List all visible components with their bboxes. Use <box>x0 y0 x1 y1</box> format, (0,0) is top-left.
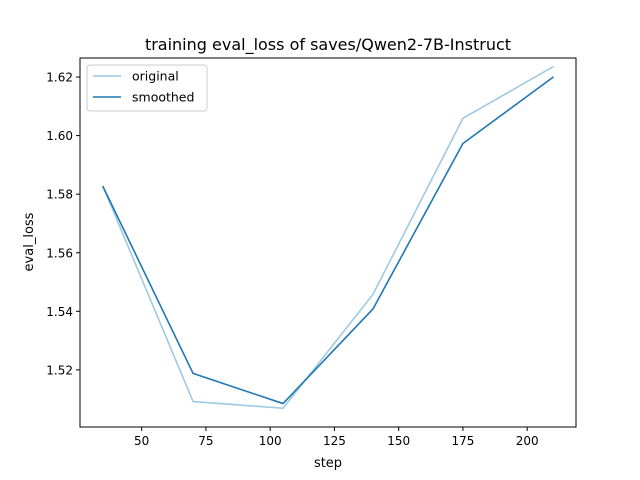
x-tick-label: 125 <box>323 434 346 448</box>
x-tick-label: 75 <box>198 434 213 448</box>
y-tick-label: 1.60 <box>46 129 73 143</box>
plot-area <box>102 65 554 410</box>
y-tick-label: 1.54 <box>46 305 73 319</box>
legend: original smoothed <box>86 64 208 112</box>
y-axis-label: eval_loss <box>22 212 37 271</box>
y-tick-label: 1.56 <box>46 246 73 260</box>
x-axis-ticks: 50 75 100 125 150 175 200 <box>134 427 539 448</box>
x-tick-label: 200 <box>516 434 539 448</box>
chart-title: training eval_loss of saves/Qwen2-7B-Ins… <box>145 35 511 55</box>
legend-label-original: original <box>132 69 179 84</box>
series-line-smoothed <box>102 76 554 405</box>
x-axis-label: step <box>314 456 342 471</box>
y-axis-ticks: 1.52 1.54 1.56 1.58 1.60 1.62 <box>46 71 80 377</box>
legend-label-smoothed: smoothed <box>132 90 194 105</box>
series-line-original <box>102 65 554 410</box>
x-tick-label: 50 <box>134 434 149 448</box>
plot-frame <box>79 57 577 428</box>
x-tick-label: 100 <box>259 434 282 448</box>
y-tick-label: 1.52 <box>46 363 73 377</box>
x-tick-label: 150 <box>387 434 410 448</box>
y-tick-label: 1.62 <box>46 71 73 85</box>
y-tick-label: 1.58 <box>46 188 73 202</box>
x-tick-label: 175 <box>451 434 474 448</box>
